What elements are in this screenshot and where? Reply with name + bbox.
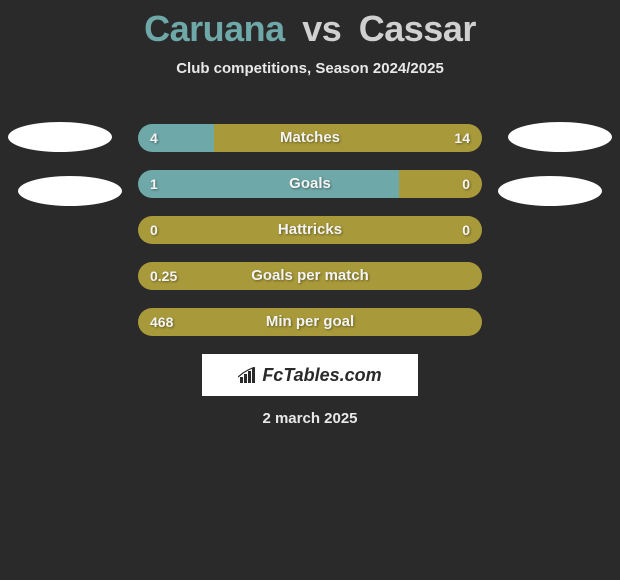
player1-avatar-oval-bottom bbox=[18, 176, 122, 206]
stat-right-value: 0 bbox=[462, 170, 470, 198]
stat-label: Hattricks bbox=[138, 216, 482, 244]
chart-icon bbox=[238, 367, 258, 383]
stat-label: Matches bbox=[138, 124, 482, 152]
stat-bar-min-per-goal: 468 Min per goal bbox=[138, 308, 482, 336]
subtitle: Club competitions, Season 2024/2025 bbox=[0, 60, 620, 77]
stat-right-value: 0 bbox=[462, 216, 470, 244]
stat-label: Min per goal bbox=[138, 308, 482, 336]
player2-name: Cassar bbox=[359, 8, 476, 49]
stat-label: Goals bbox=[138, 170, 482, 198]
stat-right-value: 14 bbox=[454, 124, 470, 152]
stat-bars-container: 4 Matches 14 1 Goals 0 0 Hattricks 0 0.2… bbox=[138, 124, 482, 354]
stat-label: Goals per match bbox=[138, 262, 482, 290]
player1-avatar-oval-top bbox=[8, 122, 112, 152]
date-text: 2 march 2025 bbox=[0, 410, 620, 427]
fctables-logo: FcTables.com bbox=[202, 354, 418, 396]
stat-bar-matches: 4 Matches 14 bbox=[138, 124, 482, 152]
player2-avatar-oval-top bbox=[508, 122, 612, 152]
stat-bar-goals-per-match: 0.25 Goals per match bbox=[138, 262, 482, 290]
comparison-title: Caruana vs Cassar bbox=[0, 0, 620, 50]
logo-text: FcTables.com bbox=[262, 365, 381, 386]
stat-bar-goals: 1 Goals 0 bbox=[138, 170, 482, 198]
player1-name: Caruana bbox=[144, 8, 285, 49]
player2-avatar-oval-bottom bbox=[498, 176, 602, 206]
stat-bar-hattricks: 0 Hattricks 0 bbox=[138, 216, 482, 244]
vs-text: vs bbox=[302, 8, 341, 49]
